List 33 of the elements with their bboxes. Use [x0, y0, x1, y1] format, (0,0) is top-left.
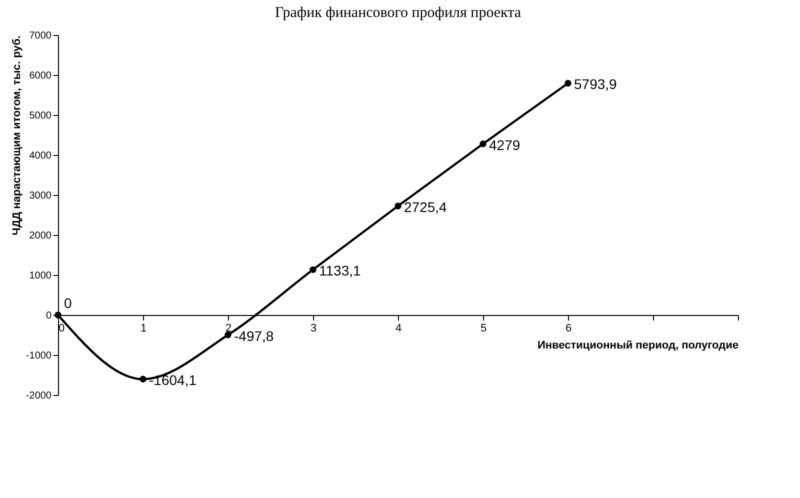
x-tick-label: 6 — [565, 322, 572, 334]
x-axis-title: Инвестиционный период, полугодие — [538, 340, 738, 352]
x-tick-label: 4 — [395, 322, 402, 334]
y-tick-label: 1000 — [29, 270, 52, 282]
y-tick-label: 4000 — [29, 150, 52, 162]
data-label: 1133,1 — [319, 262, 361, 279]
chart-title: График финансового профиля проекта — [274, 5, 522, 21]
point — [140, 376, 146, 383]
y-tick-label: 5000 — [29, 110, 52, 122]
point — [564, 80, 572, 87]
data-label: -1604,1 — [149, 372, 197, 388]
point — [224, 332, 232, 338]
x-tick-label: 5 — [480, 322, 487, 334]
data-label: 5793,9 — [574, 76, 618, 92]
x-tick-label: 0 — [58, 322, 65, 334]
x-tick-label: 2 — [225, 322, 232, 334]
data-label: 4279 — [489, 136, 520, 153]
y-axis-title: ЧДД нарастающим итогом, тыс. руб. — [10, 36, 23, 236]
y-tick-label: -1000 — [26, 350, 52, 362]
data-label: 0 — [64, 295, 72, 311]
point — [480, 140, 486, 148]
data-label: 2725,4 — [404, 198, 448, 215]
x-tick-label: 1 — [140, 322, 147, 334]
x-tick-label: 3 — [310, 322, 317, 334]
y-tick-label: 0 — [46, 310, 52, 322]
y-tick-label: 7000 — [29, 30, 52, 42]
y-tick-label: 2000 — [29, 230, 52, 242]
point — [310, 266, 316, 274]
y-tick-label: -2000 — [26, 390, 52, 402]
data-label: -497,8 — [234, 328, 274, 344]
y-tick-label: 6000 — [29, 70, 52, 82]
y-tick-label: 3000 — [29, 190, 52, 202]
point — [394, 202, 402, 210]
